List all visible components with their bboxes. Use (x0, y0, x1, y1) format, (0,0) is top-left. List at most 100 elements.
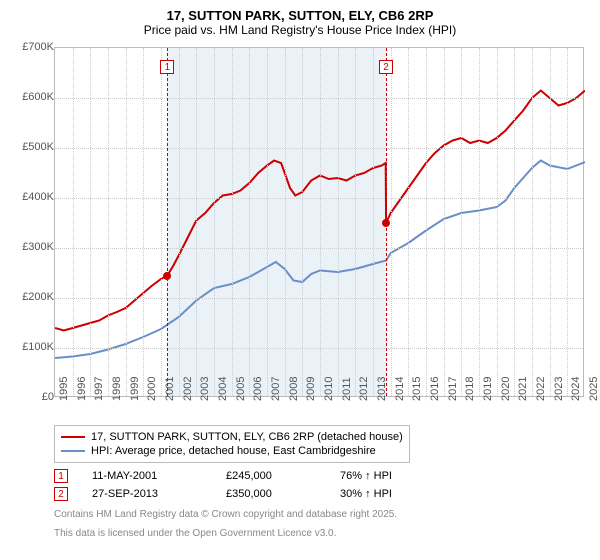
x-tick-label: 2014 (394, 377, 406, 401)
x-tick-label: 2019 (482, 377, 494, 401)
gridline-v (426, 48, 427, 396)
marker-dot (163, 272, 171, 280)
gridline-h (55, 198, 583, 199)
x-tick-label: 2025 (588, 377, 600, 401)
gridline-v (143, 48, 144, 396)
gridline-v (73, 48, 74, 396)
gridline-v (161, 48, 162, 396)
footer-licence: This data is licensed under the Open Gov… (54, 528, 590, 539)
gridline-v (338, 48, 339, 396)
x-tick-label: 2000 (146, 377, 158, 401)
x-tick-label: 2022 (535, 377, 547, 401)
gridline-v (179, 48, 180, 396)
gridline-v (408, 48, 409, 396)
sale-price: £350,000 (226, 488, 316, 500)
gridline-h (55, 348, 583, 349)
gridline-v (514, 48, 515, 396)
gridline-v (90, 48, 91, 396)
x-tick-label: 1995 (58, 377, 70, 401)
marker-dot (382, 219, 390, 227)
sale-delta: 76% ↑ HPI (340, 470, 392, 482)
marker-box: 1 (160, 60, 174, 74)
x-tick-label: 2005 (235, 377, 247, 401)
gridline-v (249, 48, 250, 396)
x-tick-label: 1998 (111, 377, 123, 401)
sale-row: 2 27-SEP-2013 £350,000 30% ↑ HPI (54, 487, 600, 501)
x-tick-label: 2024 (570, 377, 582, 401)
legend-row: 17, SUTTON PARK, SUTTON, ELY, CB6 2RP (d… (61, 430, 403, 444)
gridline-v (320, 48, 321, 396)
x-tick-label: 2002 (182, 377, 194, 401)
gridline-v (196, 48, 197, 396)
gridline-v (126, 48, 127, 396)
y-tick-label: £0 (42, 391, 54, 403)
legend-label: HPI: Average price, detached house, East… (91, 445, 376, 457)
gridline-v (567, 48, 568, 396)
x-tick-label: 2012 (358, 377, 370, 401)
gridline-v (232, 48, 233, 396)
chart-container: 12 £0£100K£200K£300K£400K£500K£600K£700K… (10, 41, 590, 421)
y-tick-label: £300K (22, 241, 54, 253)
x-tick-label: 2003 (199, 377, 211, 401)
x-tick-label: 2010 (323, 377, 335, 401)
x-tick-label: 2009 (305, 377, 317, 401)
y-tick-label: £200K (22, 291, 54, 303)
gridline-v (461, 48, 462, 396)
legend: 17, SUTTON PARK, SUTTON, ELY, CB6 2RP (d… (54, 425, 410, 463)
sale-number-box: 2 (54, 487, 68, 501)
sale-date: 11-MAY-2001 (92, 470, 202, 482)
legend-swatch (61, 436, 85, 438)
gridline-v (355, 48, 356, 396)
gridline-v (497, 48, 498, 396)
sales-table: 1 11-MAY-2001 £245,000 76% ↑ HPI 2 27-SEP-201… (54, 469, 600, 501)
x-tick-label: 1996 (76, 377, 88, 401)
page-title: 17, SUTTON PARK, SUTTON, ELY, CB6 2RP (0, 0, 600, 23)
x-tick-label: 2007 (270, 377, 282, 401)
x-tick-label: 2006 (252, 377, 264, 401)
marker-line (167, 48, 168, 396)
gridline-v (285, 48, 286, 396)
x-tick-label: 1999 (129, 377, 141, 401)
x-tick-label: 2001 (164, 377, 176, 401)
y-tick-label: £500K (22, 141, 54, 153)
sale-delta: 30% ↑ HPI (340, 488, 392, 500)
x-tick-label: 2023 (553, 377, 565, 401)
x-tick-label: 1997 (93, 377, 105, 401)
x-tick-label: 2015 (411, 377, 423, 401)
footer-copyright: Contains HM Land Registry data © Crown c… (54, 509, 590, 520)
sale-price: £245,000 (226, 470, 316, 482)
gridline-v (550, 48, 551, 396)
gridline-v (444, 48, 445, 396)
gridline-h (55, 148, 583, 149)
sale-date: 27-SEP-2013 (92, 488, 202, 500)
x-tick-label: 2008 (288, 377, 300, 401)
page-subtitle: Price paid vs. HM Land Registry's House … (0, 23, 600, 41)
legend-swatch (61, 450, 85, 452)
gridline-v (108, 48, 109, 396)
x-tick-label: 2018 (464, 377, 476, 401)
gridline-v (479, 48, 480, 396)
gridline-h (55, 248, 583, 249)
plot-area: 12 (54, 47, 584, 397)
sale-number-box: 1 (54, 469, 68, 483)
x-tick-label: 2021 (517, 377, 529, 401)
gridline-h (55, 98, 583, 99)
x-tick-label: 2020 (500, 377, 512, 401)
y-tick-label: £700K (22, 41, 54, 53)
x-tick-label: 2013 (376, 377, 388, 401)
gridline-v (391, 48, 392, 396)
gridline-v (267, 48, 268, 396)
gridline-v (373, 48, 374, 396)
x-tick-label: 2004 (217, 377, 229, 401)
x-tick-label: 2016 (429, 377, 441, 401)
y-tick-label: £600K (22, 91, 54, 103)
gridline-v (532, 48, 533, 396)
gridline-v (302, 48, 303, 396)
sale-row: 1 11-MAY-2001 £245,000 76% ↑ HPI (54, 469, 600, 483)
gridline-v (214, 48, 215, 396)
legend-label: 17, SUTTON PARK, SUTTON, ELY, CB6 2RP (d… (91, 431, 403, 443)
y-tick-label: £400K (22, 191, 54, 203)
legend-row: HPI: Average price, detached house, East… (61, 444, 403, 458)
marker-box: 2 (379, 60, 393, 74)
gridline-h (55, 298, 583, 299)
